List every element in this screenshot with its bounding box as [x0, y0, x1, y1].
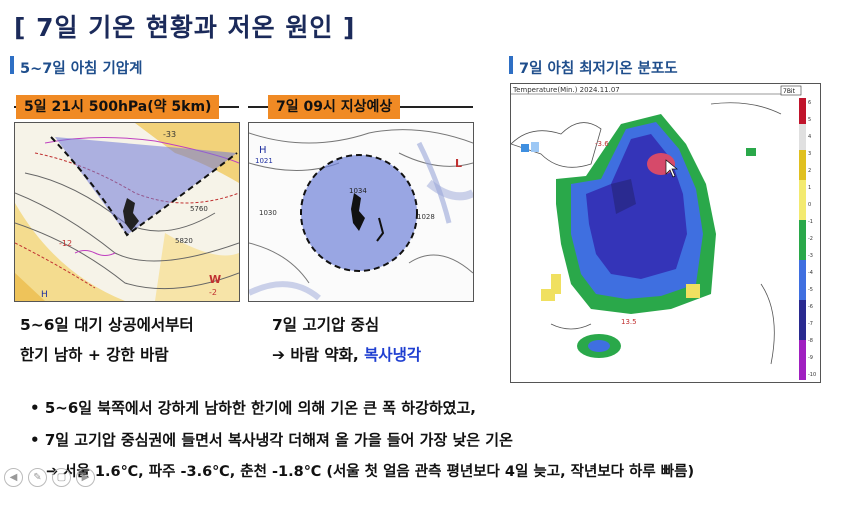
- scale-label: 0: [808, 202, 811, 208]
- weather-map-500hpa: -33 -12 5760 5820 -2 W H: [14, 122, 240, 302]
- slide-view-button[interactable]: ▢: [52, 468, 71, 487]
- map-label: 1028: [417, 213, 435, 221]
- map-label: W: [209, 273, 221, 286]
- section-marker: [10, 56, 14, 74]
- scale-label: -9: [808, 355, 813, 361]
- scale-label: 1: [808, 185, 811, 191]
- scale-label: 5: [808, 117, 811, 123]
- scale-label: -8: [808, 338, 813, 344]
- caption-2-highlight: 복사냉각: [364, 346, 422, 364]
- prev-slide-button[interactable]: ◀: [4, 468, 23, 487]
- scale-label: -10: [808, 372, 816, 378]
- weather-map-surface: H 1021 1034 1030 1028 L: [248, 122, 474, 302]
- scale-label: -7: [808, 321, 813, 327]
- section-title-pressure: 5~7일 아침 기압계: [20, 61, 143, 77]
- scale-label: -4: [808, 270, 813, 276]
- map-label: -2: [209, 288, 217, 297]
- scale-label: 3: [808, 151, 811, 157]
- city-temperature-label: -3.6: [595, 140, 609, 148]
- temperature-map: Temperature(Min.) 2024.11.07 -3.6 13.5 7…: [510, 83, 821, 383]
- map-label: 5760: [190, 205, 208, 213]
- map-label: 1030: [259, 209, 277, 217]
- pen-tool-button[interactable]: ✎: [28, 468, 47, 487]
- map-label: 1021: [255, 157, 273, 165]
- caption-2-line-2: ➔ 바람 약화, 복사냉각: [272, 343, 421, 365]
- bullet-glyph: •: [30, 399, 40, 417]
- scale-label: 6: [808, 100, 811, 106]
- caption-1-line-2: 한기 남하 + 강한 바람: [20, 346, 169, 364]
- scale-label: -6: [808, 304, 813, 310]
- map-label: -33: [163, 130, 176, 139]
- bullet-text: 7일 고기압 중심권에 들면서 복사냉각 더해져 올 가을 들어 가장 낮은 기…: [44, 431, 513, 449]
- scale-label: -2: [808, 236, 813, 242]
- map-badge: 7Bit: [783, 88, 796, 95]
- map-header: Temperature(Min.) 2024.11.07: [512, 86, 620, 94]
- caption-2-text: 바람 약화,: [285, 346, 365, 364]
- caption-2-line-1: 7일 고기압 중심: [272, 316, 380, 334]
- map-label: H: [259, 145, 267, 156]
- arrow-icon: ➔: [272, 346, 285, 364]
- caption-1-line-1: 5~6일 대기 상공에서부터: [20, 316, 194, 334]
- south-temperature-label: 13.5: [621, 318, 637, 326]
- scale-label: 2: [808, 168, 811, 174]
- scale-label: 4: [808, 134, 811, 140]
- bullet-item-1: • 5~6일 북쪽에서 강하게 남하한 한기에 의해 기온 큰 폭 하강하였고,: [30, 397, 476, 418]
- map-label: -12: [59, 239, 72, 248]
- detail-line: ➔ 서울 1.6℃, 파주 -3.6℃, 춘천 -1.8℃ (서울 첫 얼음 관…: [46, 460, 694, 481]
- banner-surface: 7일 09시 지상예상: [268, 95, 401, 119]
- section-marker: [509, 56, 513, 74]
- map-label: L: [455, 157, 462, 170]
- map-label: H: [41, 290, 48, 300]
- bullet-glyph: •: [30, 431, 40, 449]
- scale-label: -3: [808, 253, 813, 259]
- banner-500hpa: 5일 21시 500hPa(약 5km): [16, 95, 220, 119]
- map-label: 5820: [175, 237, 193, 245]
- bullet-item-2: • 7일 고기압 중심권에 들면서 복사냉각 더해져 올 가을 들어 가장 낮은…: [30, 429, 513, 450]
- cursor-icon: [665, 159, 678, 178]
- next-slide-button[interactable]: ▶: [76, 468, 95, 487]
- upper-air-chart: -33 -12 5760 5820 -2 W H: [15, 123, 239, 301]
- scale-label: -5: [808, 287, 813, 293]
- surface-chart: H 1021 1034 1030 1028 L: [249, 123, 473, 301]
- section-title-temperature: 7일 아침 최저기온 분포도: [519, 61, 678, 77]
- scale-label: -1: [808, 219, 813, 225]
- bullet-text: 5~6일 북쪽에서 강하게 남하한 한기에 의해 기온 큰 폭 하강하였고,: [44, 399, 476, 417]
- slide-title: [ 7일 기온 현황과 저온 원인 ]: [14, 13, 356, 42]
- min-temperature-chart: Temperature(Min.) 2024.11.07 -3.6 13.5 7…: [511, 84, 820, 382]
- detail-text: 서울 1.6℃, 파주 -3.6℃, 춘천 -1.8℃ (서울 첫 얼음 관측 …: [58, 464, 695, 480]
- map-label: 1034: [349, 187, 367, 195]
- color-scale-legend: [799, 98, 806, 380]
